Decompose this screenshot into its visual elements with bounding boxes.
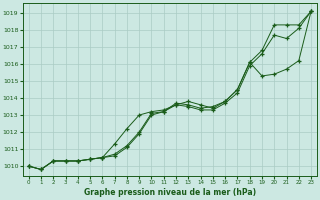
X-axis label: Graphe pression niveau de la mer (hPa): Graphe pression niveau de la mer (hPa) — [84, 188, 256, 197]
